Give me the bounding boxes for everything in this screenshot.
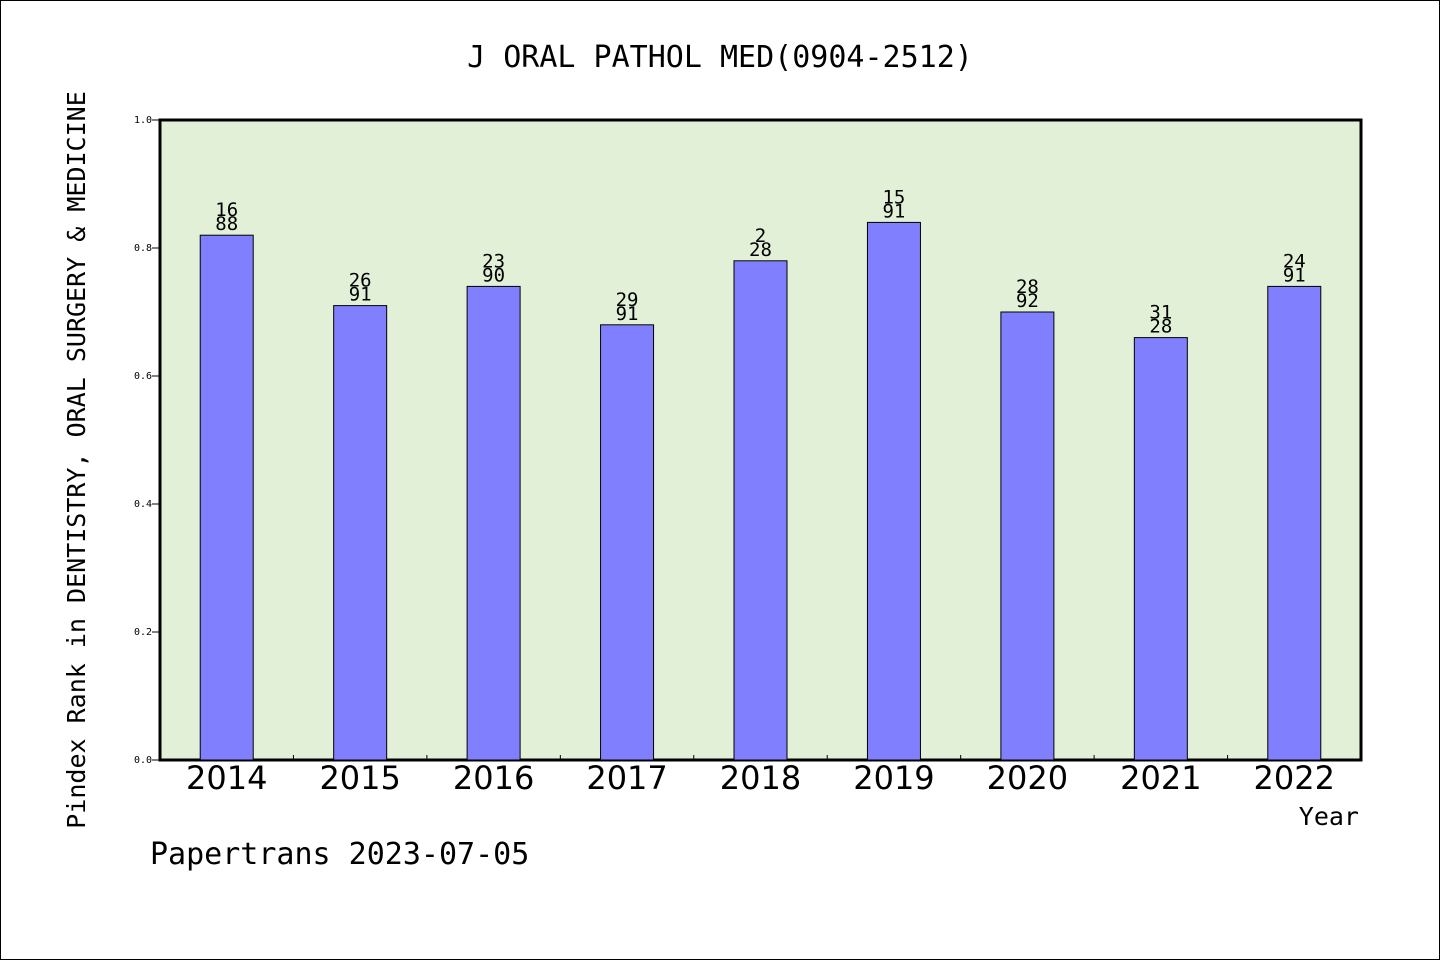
x-tick-label: 2017 <box>586 759 667 797</box>
rank-label: 15 <box>882 186 905 208</box>
y-tick-label: 0.6 <box>134 371 152 382</box>
total-label: 28 <box>1149 316 1172 338</box>
y-tick-label: 0.4 <box>134 499 152 510</box>
bar-2015 <box>333 305 388 761</box>
rank-label: 16 <box>215 199 238 221</box>
bar-2021 <box>1133 337 1188 761</box>
x-axis-tick-labels: 2014 2015 2016 2017 2018 2019 2020 2021 2022 <box>186 759 1335 797</box>
rank-label: 24 <box>1283 250 1306 272</box>
rank-label: 29 <box>616 289 639 311</box>
bar-2018 <box>733 260 788 761</box>
x-tick-label: 2020 <box>987 759 1068 797</box>
x-tick-label: 2019 <box>853 759 934 797</box>
footer-credit: Papertrans 2023-07-05 <box>150 837 529 872</box>
y-axis-ticks: 0.0 0.2 0.4 0.6 0.8 1.0 <box>134 115 160 766</box>
bar-2017 <box>600 324 655 761</box>
x-tick-label: 2015 <box>319 759 400 797</box>
total-label: 91 <box>1283 264 1306 286</box>
x-axis-label: Year <box>1299 802 1359 831</box>
bar-2016 <box>466 285 521 761</box>
total-label: 90 <box>482 264 505 286</box>
chart-title: J ORAL PATHOL MED(0904-2512) <box>467 40 973 75</box>
total-label: 92 <box>1016 290 1039 312</box>
bar-2020 <box>1000 311 1055 761</box>
y-tick-label: 0.0 <box>134 755 152 766</box>
bar-2014 <box>199 234 254 761</box>
x-tick-label: 2014 <box>186 759 267 797</box>
y-tick-label: 1.0 <box>134 115 152 126</box>
rank-label: 2 <box>755 225 766 247</box>
x-tick-label: 2016 <box>453 759 534 797</box>
total-label: 91 <box>349 284 372 306</box>
total-label: 91 <box>616 303 639 325</box>
x-tick-label: 2018 <box>720 759 801 797</box>
rank-label: 26 <box>349 270 372 292</box>
x-tick-label: 2022 <box>1254 759 1335 797</box>
rank-label: 23 <box>482 250 505 272</box>
y-tick-label: 0.2 <box>134 627 152 638</box>
total-label: 28 <box>749 239 772 261</box>
bar-2019 <box>866 221 921 761</box>
y-tick-label: 0.8 <box>134 243 152 254</box>
bar-2022 <box>1267 285 1322 761</box>
rank-label: 31 <box>1149 302 1172 324</box>
y-axis-label: Pindex Rank in DENTISTRY, ORAL SURGERY &… <box>62 91 91 829</box>
bars <box>199 221 1322 761</box>
total-label: 88 <box>215 213 238 235</box>
x-tick-label: 2021 <box>1120 759 1201 797</box>
total-label: 91 <box>882 200 905 222</box>
rank-label: 28 <box>1016 276 1039 298</box>
x-axis-ticks <box>292 755 1229 760</box>
